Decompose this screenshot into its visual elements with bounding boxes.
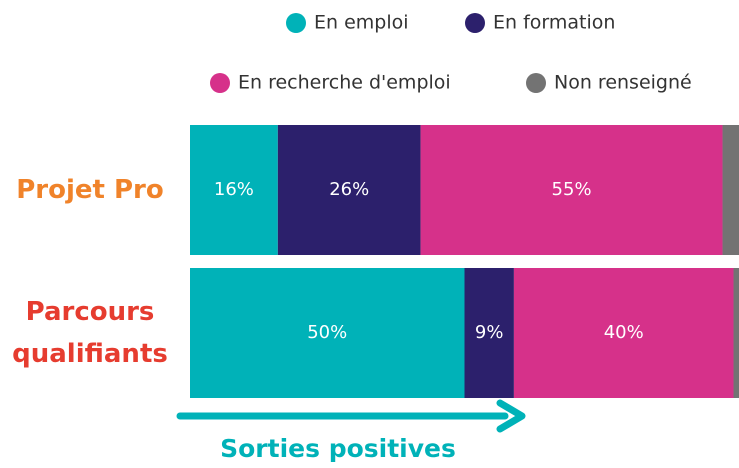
data-label: 26% [329,179,369,200]
bar-segment [733,268,739,398]
bar-segment [420,125,723,255]
bar-segment [190,268,465,398]
data-label: 9% [475,322,504,343]
category-label: Parcours qualifiants [12,297,168,369]
data-label: 50% [307,322,347,343]
legend-label: En emploi [314,12,409,34]
legend-label: Non renseigné [554,72,692,94]
bar-segment [464,268,514,398]
legend-swatch [526,73,546,93]
legend-swatch [210,73,230,93]
annotation: Sorties positives [220,434,456,463]
legend-label: En formation [493,12,615,34]
bar-segment [277,125,421,255]
annotation-arrowhead [496,399,526,433]
legend-label: En recherche d'emploi [238,72,451,94]
data-label: 55% [552,179,592,200]
legend-swatch [465,13,485,33]
legend-swatch [286,13,306,33]
data-label: 40% [604,322,644,343]
bar-segment [513,268,734,398]
category-label: Projet Pro [16,175,164,205]
bar-segment [190,125,278,255]
bar-segment [722,125,739,255]
data-label: 16% [214,179,254,200]
